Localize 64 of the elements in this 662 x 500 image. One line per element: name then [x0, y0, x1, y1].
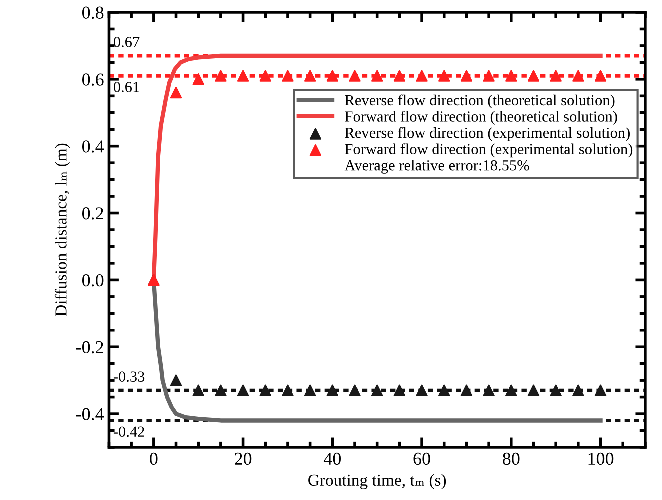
- y-tick-label: -0.4: [76, 408, 104, 421]
- ref-line-label: 0.67: [114, 37, 140, 48]
- point: [550, 384, 562, 396]
- point: [326, 70, 338, 82]
- x-tick-label: 80: [503, 452, 520, 466]
- point: [460, 384, 473, 396]
- point: [215, 70, 227, 82]
- point: [394, 384, 406, 396]
- point: [371, 384, 384, 396]
- x-tick-label: 100: [588, 452, 614, 466]
- point: [528, 70, 540, 82]
- y-tick-label: 0.8: [82, 6, 104, 20]
- ref-line-label: -0.42: [114, 426, 144, 438]
- legend-label: Forward flow direction (experimental solution): [345, 144, 633, 158]
- point: [349, 70, 361, 82]
- x-tick-label: 0: [150, 452, 158, 466]
- point: [528, 384, 540, 396]
- point: [371, 70, 384, 82]
- point: [483, 70, 495, 82]
- point: [304, 70, 316, 82]
- point: [260, 70, 272, 82]
- y-tick-label: -0.2: [76, 341, 104, 354]
- point: [438, 384, 450, 396]
- x-tick-label: 20: [235, 452, 252, 466]
- point: [572, 384, 584, 396]
- y-tick-label: 0.2: [82, 208, 104, 220]
- y-tick-label: 0.6: [82, 74, 104, 86]
- point: [460, 70, 473, 82]
- point: [394, 70, 406, 82]
- y-tick-label: 0.4: [82, 140, 104, 153]
- point: [282, 70, 294, 82]
- point: [594, 70, 607, 82]
- x-tick-label: 40: [324, 452, 341, 466]
- point: [304, 384, 316, 396]
- y-axis-title: Diffusion distance, lₘ (m): [54, 144, 70, 316]
- ref-line-label: 0.61: [114, 82, 140, 92]
- legend-label: Reverse flow direction (experimental solution): [345, 127, 630, 142]
- point: [416, 384, 428, 396]
- point: [438, 70, 450, 82]
- point: [326, 384, 338, 396]
- point: [506, 384, 518, 396]
- x-axis-title: Grouting time, tₘ (s): [308, 474, 446, 490]
- y-tick-label: 0.0: [82, 274, 104, 287]
- legend-label: Forward flow direction (theoretical solution): [345, 111, 618, 126]
- point: [349, 384, 361, 396]
- point: [416, 70, 428, 82]
- point: [506, 70, 518, 82]
- point: [594, 384, 607, 396]
- point: [550, 70, 562, 82]
- point: [260, 384, 272, 396]
- point: [192, 384, 204, 396]
- point: [483, 384, 495, 396]
- point: [170, 374, 182, 386]
- legend-label: Reverse flow direction (theoretical solution): [345, 94, 615, 109]
- x-tick-label: 60: [414, 452, 430, 466]
- point: [192, 74, 204, 86]
- point: [237, 70, 250, 82]
- annotation: Average relative error:18.55%: [344, 160, 530, 174]
- point: [170, 86, 182, 99]
- point: [572, 70, 584, 82]
- point: [237, 384, 250, 396]
- point: [215, 384, 227, 396]
- ref-line-label: -0.33: [114, 372, 145, 382]
- point: [282, 384, 294, 396]
